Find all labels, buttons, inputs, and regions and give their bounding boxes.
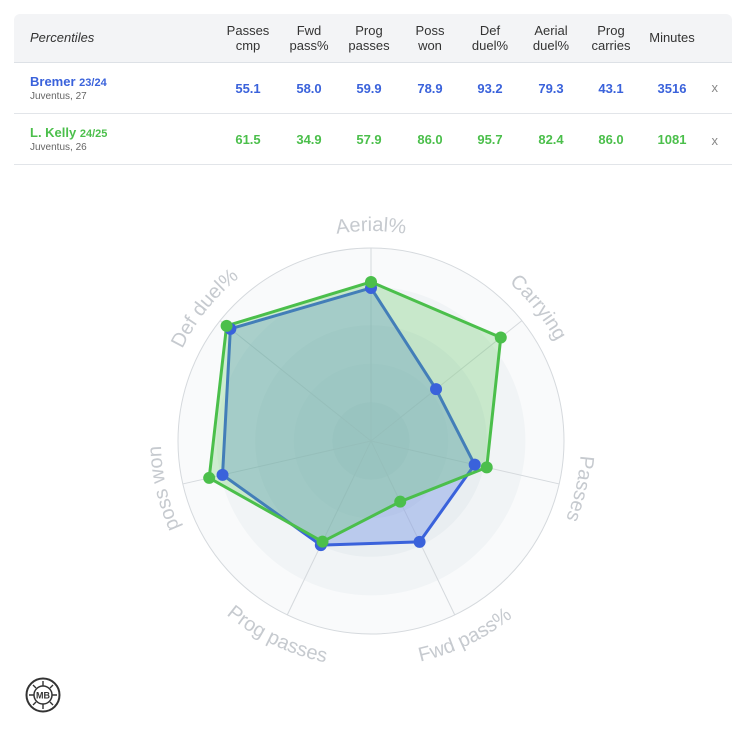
data-point bbox=[316, 535, 329, 548]
header-prog-passes: Prog passes bbox=[348, 23, 390, 53]
axis-spoke bbox=[219, 320, 372, 442]
player-team: Juventus, 27 bbox=[30, 91, 87, 102]
axis-label: Passes bbox=[561, 455, 597, 525]
percentile-table: Percentiles Passes cmp Fwd pass% Prog passe… bbox=[14, 14, 732, 165]
player-row-kelly: L. Kelly 24/25 Juventus, 26 61.5 34.9 57… bbox=[14, 114, 732, 165]
player-team: Juventus, 26 bbox=[30, 142, 87, 153]
header-passes-cmp: Passes cmp bbox=[226, 23, 270, 53]
mb-logo: MB bbox=[25, 677, 61, 713]
player-name[interactable]: Bremer 23/24 bbox=[30, 74, 107, 89]
player-row-bremer: Bremer 23/24 Juventus, 27 55.1 58.0 59.9… bbox=[14, 63, 732, 114]
axis-label: Aerial% bbox=[334, 214, 407, 239]
header-def-duel: Def duel% bbox=[471, 23, 509, 53]
value-passes-cmp: 61.5 bbox=[235, 132, 261, 147]
value-poss-won: 78.9 bbox=[417, 81, 443, 96]
data-point bbox=[394, 495, 407, 508]
value-fwd-pass: 34.9 bbox=[296, 132, 322, 147]
data-point bbox=[468, 458, 481, 471]
header-prog-carries: Prog carries bbox=[591, 23, 631, 53]
data-point bbox=[216, 468, 229, 481]
data-point bbox=[365, 275, 377, 288]
axis-spoke bbox=[370, 440, 456, 616]
data-point bbox=[494, 331, 507, 344]
data-point bbox=[430, 383, 443, 396]
value-prog-carries: 43.1 bbox=[598, 81, 624, 96]
header-percentiles: Percentiles bbox=[30, 30, 95, 45]
data-point bbox=[220, 319, 233, 332]
data-point bbox=[480, 461, 493, 474]
player-name[interactable]: L. Kelly 24/25 bbox=[30, 125, 108, 140]
value-poss-won: 86.0 bbox=[417, 132, 443, 147]
value-def-duel: 95.7 bbox=[477, 132, 503, 147]
header-poss-won: Poss won bbox=[415, 23, 445, 53]
axis-spoke bbox=[286, 440, 372, 616]
value-fwd-pass: 58.0 bbox=[296, 81, 322, 96]
data-point bbox=[413, 535, 426, 548]
header-fwd-pass: Fwd pass% bbox=[289, 23, 329, 53]
value-aerial-duel: 79.3 bbox=[538, 81, 564, 96]
remove-player-button[interactable]: x bbox=[711, 80, 719, 95]
axis-spoke bbox=[370, 440, 560, 485]
table-header: Percentiles Passes cmp Fwd pass% Prog passe… bbox=[14, 14, 732, 63]
value-prog-passes: 59.9 bbox=[356, 81, 382, 96]
axis-label: poss won bbox=[144, 446, 184, 535]
data-point bbox=[203, 471, 216, 484]
series-area bbox=[207, 280, 503, 544]
svg-text:MB: MB bbox=[36, 691, 50, 701]
header-minutes: Minutes bbox=[649, 30, 695, 45]
value-prog-passes: 57.9 bbox=[356, 132, 382, 147]
value-def-duel: 93.2 bbox=[477, 81, 503, 96]
remove-player-button[interactable]: x bbox=[711, 133, 719, 148]
value-passes-cmp: 55.1 bbox=[235, 81, 261, 96]
series-area bbox=[221, 286, 477, 547]
header-aerial-duel: Aerial duel% bbox=[532, 23, 570, 53]
value-aerial-duel: 82.4 bbox=[538, 132, 564, 147]
value-prog-carries: 86.0 bbox=[598, 132, 624, 147]
value-minutes: 3516 bbox=[657, 81, 687, 96]
value-minutes: 1081 bbox=[657, 132, 687, 147]
